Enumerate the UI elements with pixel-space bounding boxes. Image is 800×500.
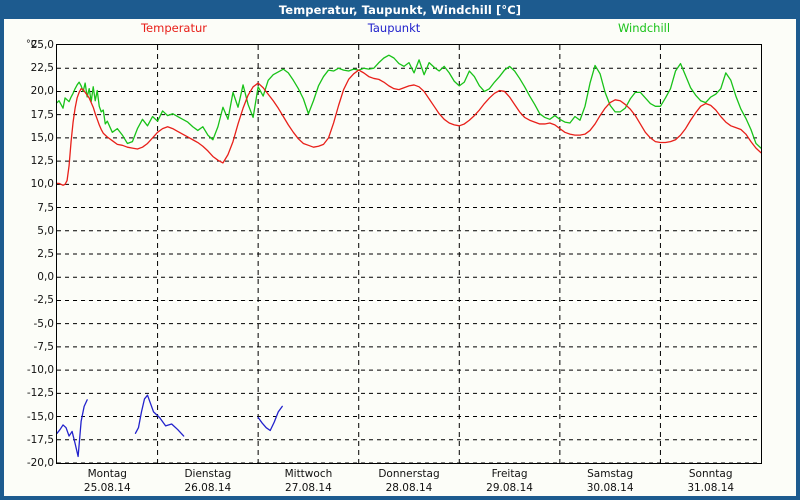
window-title-bar: Temperatur, Taupunkt, Windchill [°C] [0, 0, 800, 19]
page-title: Temperatur, Taupunkt, Windchill [°C] [278, 2, 522, 17]
y-tick-label: 2,5 [37, 248, 54, 260]
x-tick-label: Montag 25.08.14 [47, 467, 167, 495]
x-tick-day: Montag [87, 468, 127, 480]
x-tick-label: Mittwoch 27.08.14 [248, 467, 368, 495]
y-tick-label: -7,5 [33, 340, 55, 353]
y-axis-tick-labels: 25,0 22,5 20,0 17,5 15,0 12,5 10,0 7,5 5,0 2,5 0,0… [4, 39, 55, 469]
legend-item-taupunkt: Taupunkt [334, 21, 454, 35]
series-windchill [57, 54, 761, 149]
legend-label-windchill: Windchill [617, 21, 671, 35]
y-tick-label: 5,0 [37, 224, 54, 237]
y-tick-label: 15,0 [30, 131, 54, 144]
x-tick-day: Freitag [491, 468, 528, 480]
x-tick-day: Dienstag [184, 468, 232, 480]
y-tick-label: -10,0 [26, 364, 54, 377]
x-tick-date: 31.08.14 [687, 482, 735, 494]
x-tick-date: 26.08.14 [184, 482, 232, 494]
y-tick-label: 25,0 [30, 39, 54, 51]
x-tick-date: 30.08.14 [586, 482, 634, 494]
chart-svg [57, 45, 761, 463]
series-taupunkt [57, 394, 283, 458]
line-temperatur [57, 69, 761, 186]
y-tick-label: 7,5 [37, 201, 54, 214]
series-temperatur [57, 69, 761, 186]
y-tick-label: -15,0 [26, 410, 54, 423]
legend-item-windchill: Windchill [584, 21, 704, 35]
y-tick-label: -17,5 [26, 433, 54, 446]
x-tick-label: Sonntag 31.08.14 [651, 467, 771, 495]
y-axis-unit-label: °C [26, 39, 38, 50]
x-tick-date: 27.08.14 [285, 482, 332, 494]
y-tick-label: 0,0 [37, 271, 54, 284]
x-tick-label: Dienstag 26.08.14 [148, 467, 268, 495]
x-tick-date: 28.08.14 [385, 482, 433, 494]
x-tick-date: 25.08.14 [83, 482, 131, 494]
y-tick-label: -2,5 [33, 294, 55, 307]
x-tick-date: 29.08.14 [486, 482, 533, 494]
x-tick-label: Donnerstag 28.08.14 [349, 467, 469, 495]
x-tick-day: Donnerstag [378, 468, 440, 480]
y-tick-label: -12,5 [26, 387, 54, 400]
line-windchill [57, 54, 761, 149]
y-tick-label: -5,0 [33, 317, 55, 330]
y-tick-label: 12,5 [30, 155, 54, 168]
x-tick-day: Sonntag [688, 468, 733, 480]
y-tick-label: 17,5 [30, 108, 54, 121]
x-tick-label: Samstag 30.08.14 [550, 467, 670, 495]
y-tick-label: 22,5 [30, 62, 54, 75]
vertical-gridlines [157, 45, 661, 463]
legend-item-temperatur: Temperatur [114, 21, 234, 35]
line-taupunkt-segment [257, 405, 283, 432]
x-axis-tick-labels: Montag 25.08.14 Dienstag 26.08.14 Mittwoch 27… [56, 467, 764, 497]
line-taupunkt-segment [57, 399, 88, 458]
chart-canvas: Temperatur Taupunkt Windchill °C 25,0 22,… [4, 19, 796, 496]
x-tick-day: Samstag [587, 468, 634, 480]
y-tick-label: -20,0 [26, 457, 54, 469]
y-tick-label: 10,0 [30, 178, 54, 191]
x-tick-day: Mittwoch [284, 468, 333, 480]
plot-area [56, 44, 762, 464]
legend-label-taupunkt: Taupunkt [367, 21, 421, 35]
y-tick-label: 20,0 [30, 85, 54, 98]
x-tick-label: Freitag 29.08.14 [450, 467, 570, 495]
horizontal-gridlines [57, 67, 761, 463]
legend-label-temperatur: Temperatur [140, 21, 208, 35]
line-taupunkt-segment [134, 394, 185, 437]
